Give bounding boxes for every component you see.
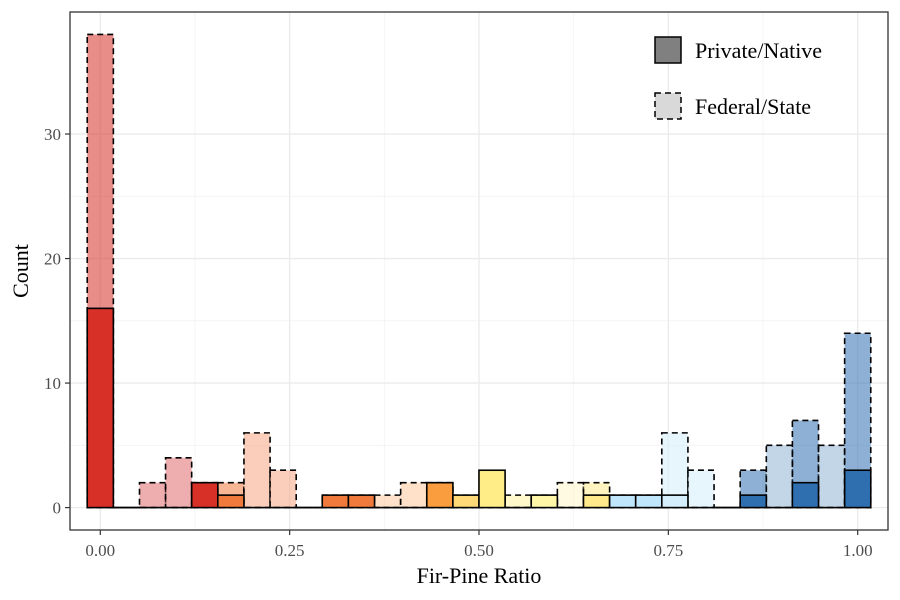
- bar-private-native: [634, 494, 663, 509]
- bar-private-native: [452, 494, 480, 509]
- y-tick-label: 0: [53, 499, 62, 518]
- bar-private-native: [347, 494, 376, 509]
- bar-federal-state: [687, 469, 715, 509]
- x-tick-label: 0.25: [275, 541, 305, 560]
- bar-private-native: [478, 469, 506, 509]
- legend-label-federal-state: Federal/State: [695, 94, 811, 119]
- y-tick-label: 30: [44, 125, 61, 144]
- bar-private-native: [425, 481, 454, 509]
- bar-federal-state: [556, 481, 585, 509]
- bar-private-native: [739, 494, 768, 509]
- bar-private-native: [843, 469, 872, 509]
- x-axis-title: Fir-Pine Ratio: [417, 563, 542, 588]
- bar-federal-state: [373, 494, 402, 509]
- bar-private-native: [791, 481, 820, 509]
- legend-key-federal-state: [654, 92, 682, 120]
- bar-private-native: [86, 307, 115, 509]
- bar-federal-state: [504, 494, 533, 509]
- bar-federal-state: [269, 469, 297, 509]
- bar-federal-state: [243, 432, 271, 509]
- bar-federal-state: [817, 444, 846, 509]
- bars-layer: [86, 33, 872, 509]
- grid-layer: [70, 12, 888, 530]
- legend-label-private-native: Private/Native: [695, 38, 822, 63]
- legend-key-private-native: [654, 36, 682, 64]
- bar-private-native: [217, 494, 245, 509]
- y-axis-title: Count: [8, 244, 33, 298]
- x-tick-label: 1.00: [843, 541, 873, 560]
- bar-private-native: [582, 494, 611, 509]
- legend: Private/Native Federal/State: [654, 36, 822, 120]
- bar-federal-state: [138, 481, 167, 509]
- bar-private-native: [608, 494, 637, 509]
- y-tick-label: 20: [44, 250, 61, 269]
- bar-federal-state: [765, 444, 794, 509]
- bar-private-native: [321, 494, 350, 509]
- bar-private-native: [530, 494, 559, 509]
- y-tick-label: 10: [44, 374, 61, 393]
- bar-federal-state: [399, 481, 428, 509]
- ticks-layer: 0.00 0.25 0.50 0.75 1.00 0 10 20 30: [44, 125, 873, 560]
- bar-federal-state: [164, 456, 193, 509]
- bar-private-native: [190, 481, 219, 509]
- x-tick-label: 0.50: [464, 541, 494, 560]
- x-tick-label: 0.00: [85, 541, 115, 560]
- x-tick-label: 0.75: [653, 541, 683, 560]
- bar-private-native: [661, 494, 689, 509]
